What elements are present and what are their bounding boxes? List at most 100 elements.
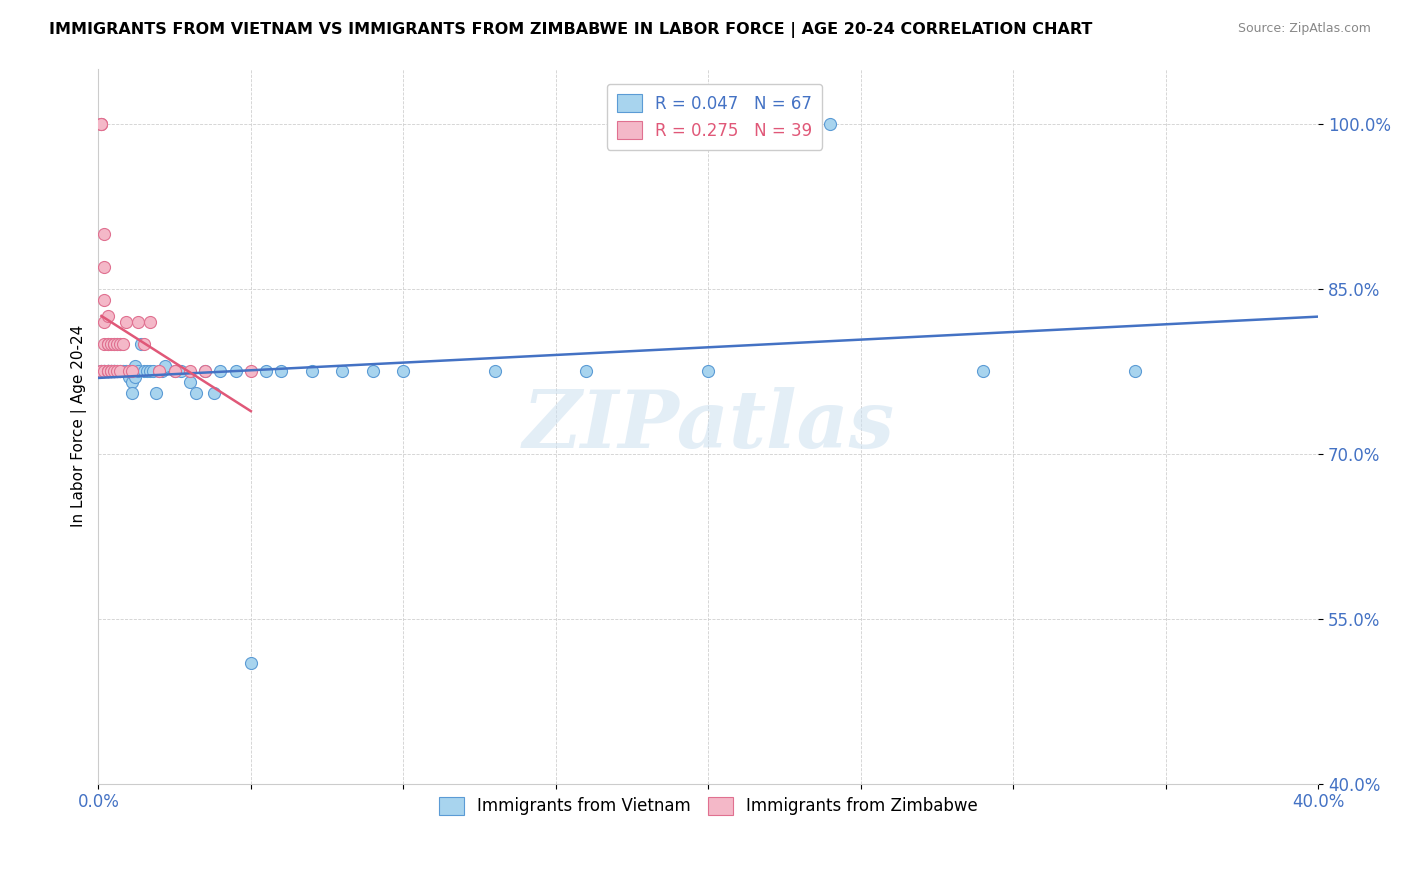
Point [100, 364, 122, 378]
Point [1123, 364, 1146, 378]
Point [96, 364, 118, 378]
Point [142, 364, 165, 378]
Point [100, 364, 122, 378]
Point [972, 364, 994, 378]
Point [127, 364, 149, 378]
Y-axis label: In Labor Force | Age 20-24: In Labor Force | Age 20-24 [72, 325, 87, 527]
Point [105, 364, 128, 378]
Point [105, 336, 128, 351]
Point [239, 364, 262, 378]
Text: IMMIGRANTS FROM VIETNAM VS IMMIGRANTS FROM ZIMBABWE IN LABOR FORCE | AGE 20-24 C: IMMIGRANTS FROM VIETNAM VS IMMIGRANTS FR… [49, 22, 1092, 38]
Point [148, 364, 170, 378]
Point [145, 386, 167, 401]
Point [330, 364, 353, 378]
Point [127, 315, 149, 329]
Point [90, 116, 112, 130]
Point [96, 364, 118, 378]
Point [179, 375, 201, 389]
Point [93, 364, 115, 378]
Point [103, 364, 125, 378]
Point [93, 364, 115, 378]
Point [100, 364, 122, 378]
Point [100, 364, 122, 378]
Point [179, 364, 201, 378]
Point [225, 364, 247, 378]
Point [124, 369, 146, 384]
Point [136, 364, 159, 378]
Point [96, 364, 118, 378]
Point [90, 116, 112, 130]
Point [93, 336, 115, 351]
Point [152, 364, 174, 378]
Point [103, 364, 125, 378]
Point [239, 656, 262, 670]
Point [93, 227, 115, 241]
Point [108, 336, 131, 351]
Point [697, 364, 720, 378]
Point [118, 364, 141, 378]
Point [96, 336, 118, 351]
Point [111, 364, 134, 378]
Point [202, 386, 225, 401]
Point [90, 364, 112, 378]
Point [114, 315, 136, 329]
Point [93, 315, 115, 329]
Point [361, 364, 384, 378]
Point [139, 364, 162, 378]
Point [254, 364, 277, 378]
Point [132, 364, 155, 378]
Point [484, 364, 506, 378]
Point [100, 364, 122, 378]
Point [96, 364, 118, 378]
Point [105, 364, 128, 378]
Point [103, 336, 125, 351]
Legend: Immigrants from Vietnam, Immigrants from Zimbabwe: Immigrants from Vietnam, Immigrants from… [429, 787, 988, 825]
Point [96, 364, 118, 378]
Point [129, 336, 152, 351]
Point [392, 364, 415, 378]
Point [108, 364, 131, 378]
Point [103, 364, 125, 378]
Point [118, 364, 141, 378]
Point [114, 364, 136, 378]
Point [93, 364, 115, 378]
Point [103, 364, 125, 378]
Point [301, 364, 323, 378]
Point [155, 359, 177, 373]
Point [121, 375, 143, 389]
Point [111, 336, 134, 351]
Point [93, 364, 115, 378]
Point [103, 364, 125, 378]
Point [105, 364, 128, 378]
Point [100, 336, 122, 351]
Point [170, 364, 193, 378]
Point [163, 364, 186, 378]
Point [121, 386, 143, 401]
Point [111, 364, 134, 378]
Point [108, 336, 131, 351]
Point [96, 364, 118, 378]
Point [118, 369, 141, 384]
Point [108, 364, 131, 378]
Point [132, 336, 155, 351]
Point [105, 336, 128, 351]
Point [96, 364, 118, 378]
Point [93, 260, 115, 274]
Point [96, 336, 118, 351]
Point [100, 364, 122, 378]
Point [93, 364, 115, 378]
Point [114, 364, 136, 378]
Point [90, 364, 112, 378]
Point [103, 336, 125, 351]
Point [124, 359, 146, 373]
Point [163, 364, 186, 378]
Point [209, 364, 232, 378]
Point [575, 364, 598, 378]
Point [103, 364, 125, 378]
Point [90, 116, 112, 130]
Text: ZIPatlas: ZIPatlas [522, 387, 894, 465]
Point [194, 364, 217, 378]
Point [148, 364, 170, 378]
Text: Source: ZipAtlas.com: Source: ZipAtlas.com [1237, 22, 1371, 36]
Point [270, 364, 292, 378]
